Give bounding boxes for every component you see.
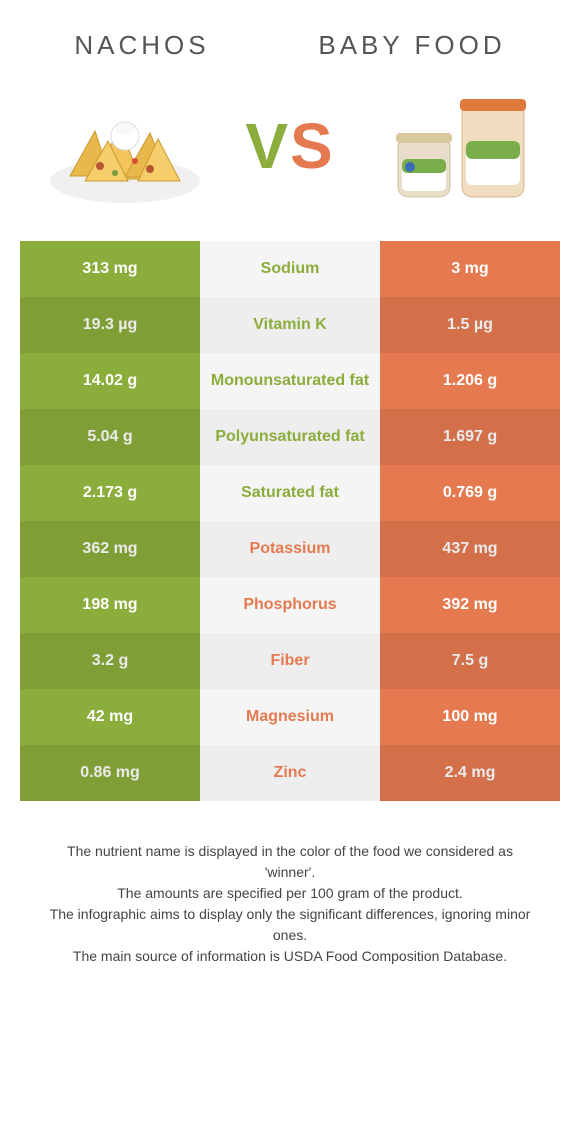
right-food-title: Baby food — [318, 30, 505, 61]
right-value: 1.5 µg — [380, 297, 560, 353]
header-row: Nachos Baby food — [0, 20, 580, 81]
left-value: 313 mg — [20, 241, 200, 297]
left-value: 2.173 g — [20, 465, 200, 521]
right-value: 3 mg — [380, 241, 560, 297]
right-value: 392 mg — [380, 577, 560, 633]
table-row: 3.2 gFiber7.5 g — [20, 633, 560, 689]
footer-notes: The nutrient name is displayed in the co… — [0, 801, 580, 967]
vs-v: V — [245, 110, 290, 182]
left-food-title: Nachos — [74, 30, 209, 61]
nutrient-label: Fiber — [200, 633, 380, 689]
table-row: 362 mgPotassium437 mg — [20, 521, 560, 577]
infographic-container: Nachos Baby food VS — [0, 0, 580, 967]
nutrient-label: Polyunsaturated fat — [200, 409, 380, 465]
left-value: 362 mg — [20, 521, 200, 577]
right-value: 1.206 g — [380, 353, 560, 409]
table-row: 14.02 gMonounsaturated fat1.206 g — [20, 353, 560, 409]
right-value: 7.5 g — [380, 633, 560, 689]
table-row: 313 mgSodium3 mg — [20, 241, 560, 297]
table-row: 198 mgPhosphorus392 mg — [20, 577, 560, 633]
right-value: 2.4 mg — [380, 745, 560, 801]
table-row: 0.86 mgZinc2.4 mg — [20, 745, 560, 801]
footer-line-1: The nutrient name is displayed in the co… — [40, 841, 540, 883]
left-value: 198 mg — [20, 577, 200, 633]
babyfood-icon — [370, 81, 540, 211]
nutrient-label: Vitamin K — [200, 297, 380, 353]
left-value: 5.04 g — [20, 409, 200, 465]
nutrient-label: Zinc — [200, 745, 380, 801]
nutrient-label: Saturated fat — [200, 465, 380, 521]
vs-label: VS — [245, 109, 334, 183]
babyfood-image — [370, 81, 540, 211]
nutrient-label: Potassium — [200, 521, 380, 577]
right-value: 437 mg — [380, 521, 560, 577]
table-row: 2.173 gSaturated fat0.769 g — [20, 465, 560, 521]
footer-line-3: The infographic aims to display only the… — [40, 904, 540, 946]
right-value: 100 mg — [380, 689, 560, 745]
image-row: VS — [0, 81, 580, 241]
left-value: 19.3 µg — [20, 297, 200, 353]
right-value: 1.697 g — [380, 409, 560, 465]
nutrient-label: Monounsaturated fat — [200, 353, 380, 409]
table-row: 19.3 µgVitamin K1.5 µg — [20, 297, 560, 353]
nachos-icon — [40, 81, 210, 211]
left-value: 0.86 mg — [20, 745, 200, 801]
left-value: 3.2 g — [20, 633, 200, 689]
nutrient-label: Phosphorus — [200, 577, 380, 633]
nachos-image — [40, 81, 210, 211]
nutrient-label: Sodium — [200, 241, 380, 297]
table-row: 5.04 gPolyunsaturated fat1.697 g — [20, 409, 560, 465]
footer-line-4: The main source of information is USDA F… — [40, 946, 540, 967]
vs-s: S — [290, 110, 335, 182]
nutrient-label: Magnesium — [200, 689, 380, 745]
table-row: 42 mgMagnesium100 mg — [20, 689, 560, 745]
nutrient-table: 313 mgSodium3 mg19.3 µgVitamin K1.5 µg14… — [20, 241, 560, 801]
right-value: 0.769 g — [380, 465, 560, 521]
left-value: 42 mg — [20, 689, 200, 745]
footer-line-2: The amounts are specified per 100 gram o… — [40, 883, 540, 904]
left-value: 14.02 g — [20, 353, 200, 409]
